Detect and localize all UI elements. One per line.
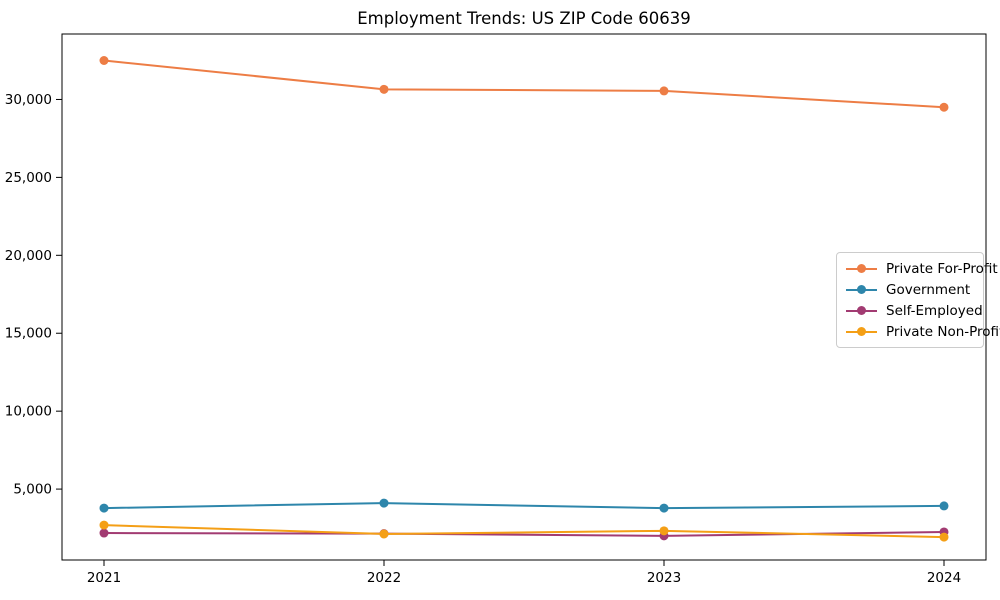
series-line-private-non-profit [103,524,945,539]
series-marker-government [939,501,949,511]
series-marker-private-for-profit [659,86,669,96]
legend-item-government: Government [846,279,974,300]
legend-item-private-for-profit: Private For-Profit [846,258,998,279]
legend-label: Private Non-Profit [886,323,1000,340]
series-marker-government [659,503,669,513]
legend-line-marker-icon [846,305,877,316]
legend-marker-dot [857,305,866,315]
series-marker-private-for-profit [99,55,109,65]
x-tick-label: 2021 [87,570,121,586]
x-tick-label: 2022 [367,570,401,586]
y-tick-label: 25,000 [5,170,52,186]
y-tick-label: 10,000 [5,404,52,420]
series-marker-private-non-profit [379,529,389,539]
series-marker-private-non-profit [659,526,669,536]
legend-marker-dot [857,263,866,273]
legend-label: Government [886,281,971,298]
legend-item-private-non-profit: Private Non-Profit [846,321,1000,342]
legend-label: Self-Employed [886,302,983,319]
x-tick-label: 2023 [647,570,681,586]
series-marker-private-for-profit [379,84,389,94]
series-marker-government [99,503,109,513]
series-marker-private-non-profit [939,532,949,542]
y-tick-label: 15,000 [5,326,52,342]
chart-title: Employment Trends: US ZIP Code 60639 [357,9,691,28]
legend: Private For-Profit Government Self-Employe… [836,252,1000,348]
x-tick-label: 2024 [927,570,961,586]
legend-marker-dot [857,284,866,294]
legend-label: Private For-Profit [886,260,998,277]
series-marker-self-employed [99,528,109,538]
series-marker-government [379,498,389,508]
legend-line-marker-icon [846,326,877,337]
legend-line-marker-icon [846,284,877,295]
legend-marker-dot [857,326,866,336]
axes-box [61,33,987,561]
series-marker-private-non-profit [99,520,109,530]
series-line-private-for-profit [103,59,945,109]
y-tick-label: 30,000 [5,92,52,108]
series-marker-private-for-profit [939,102,949,112]
series-line-government [103,502,945,510]
y-tick-label: 5,000 [13,482,52,498]
y-tick-label: 20,000 [5,248,52,264]
legend-line-marker-icon [846,263,877,274]
legend-item-self-employed: Self-Employed [846,300,983,321]
